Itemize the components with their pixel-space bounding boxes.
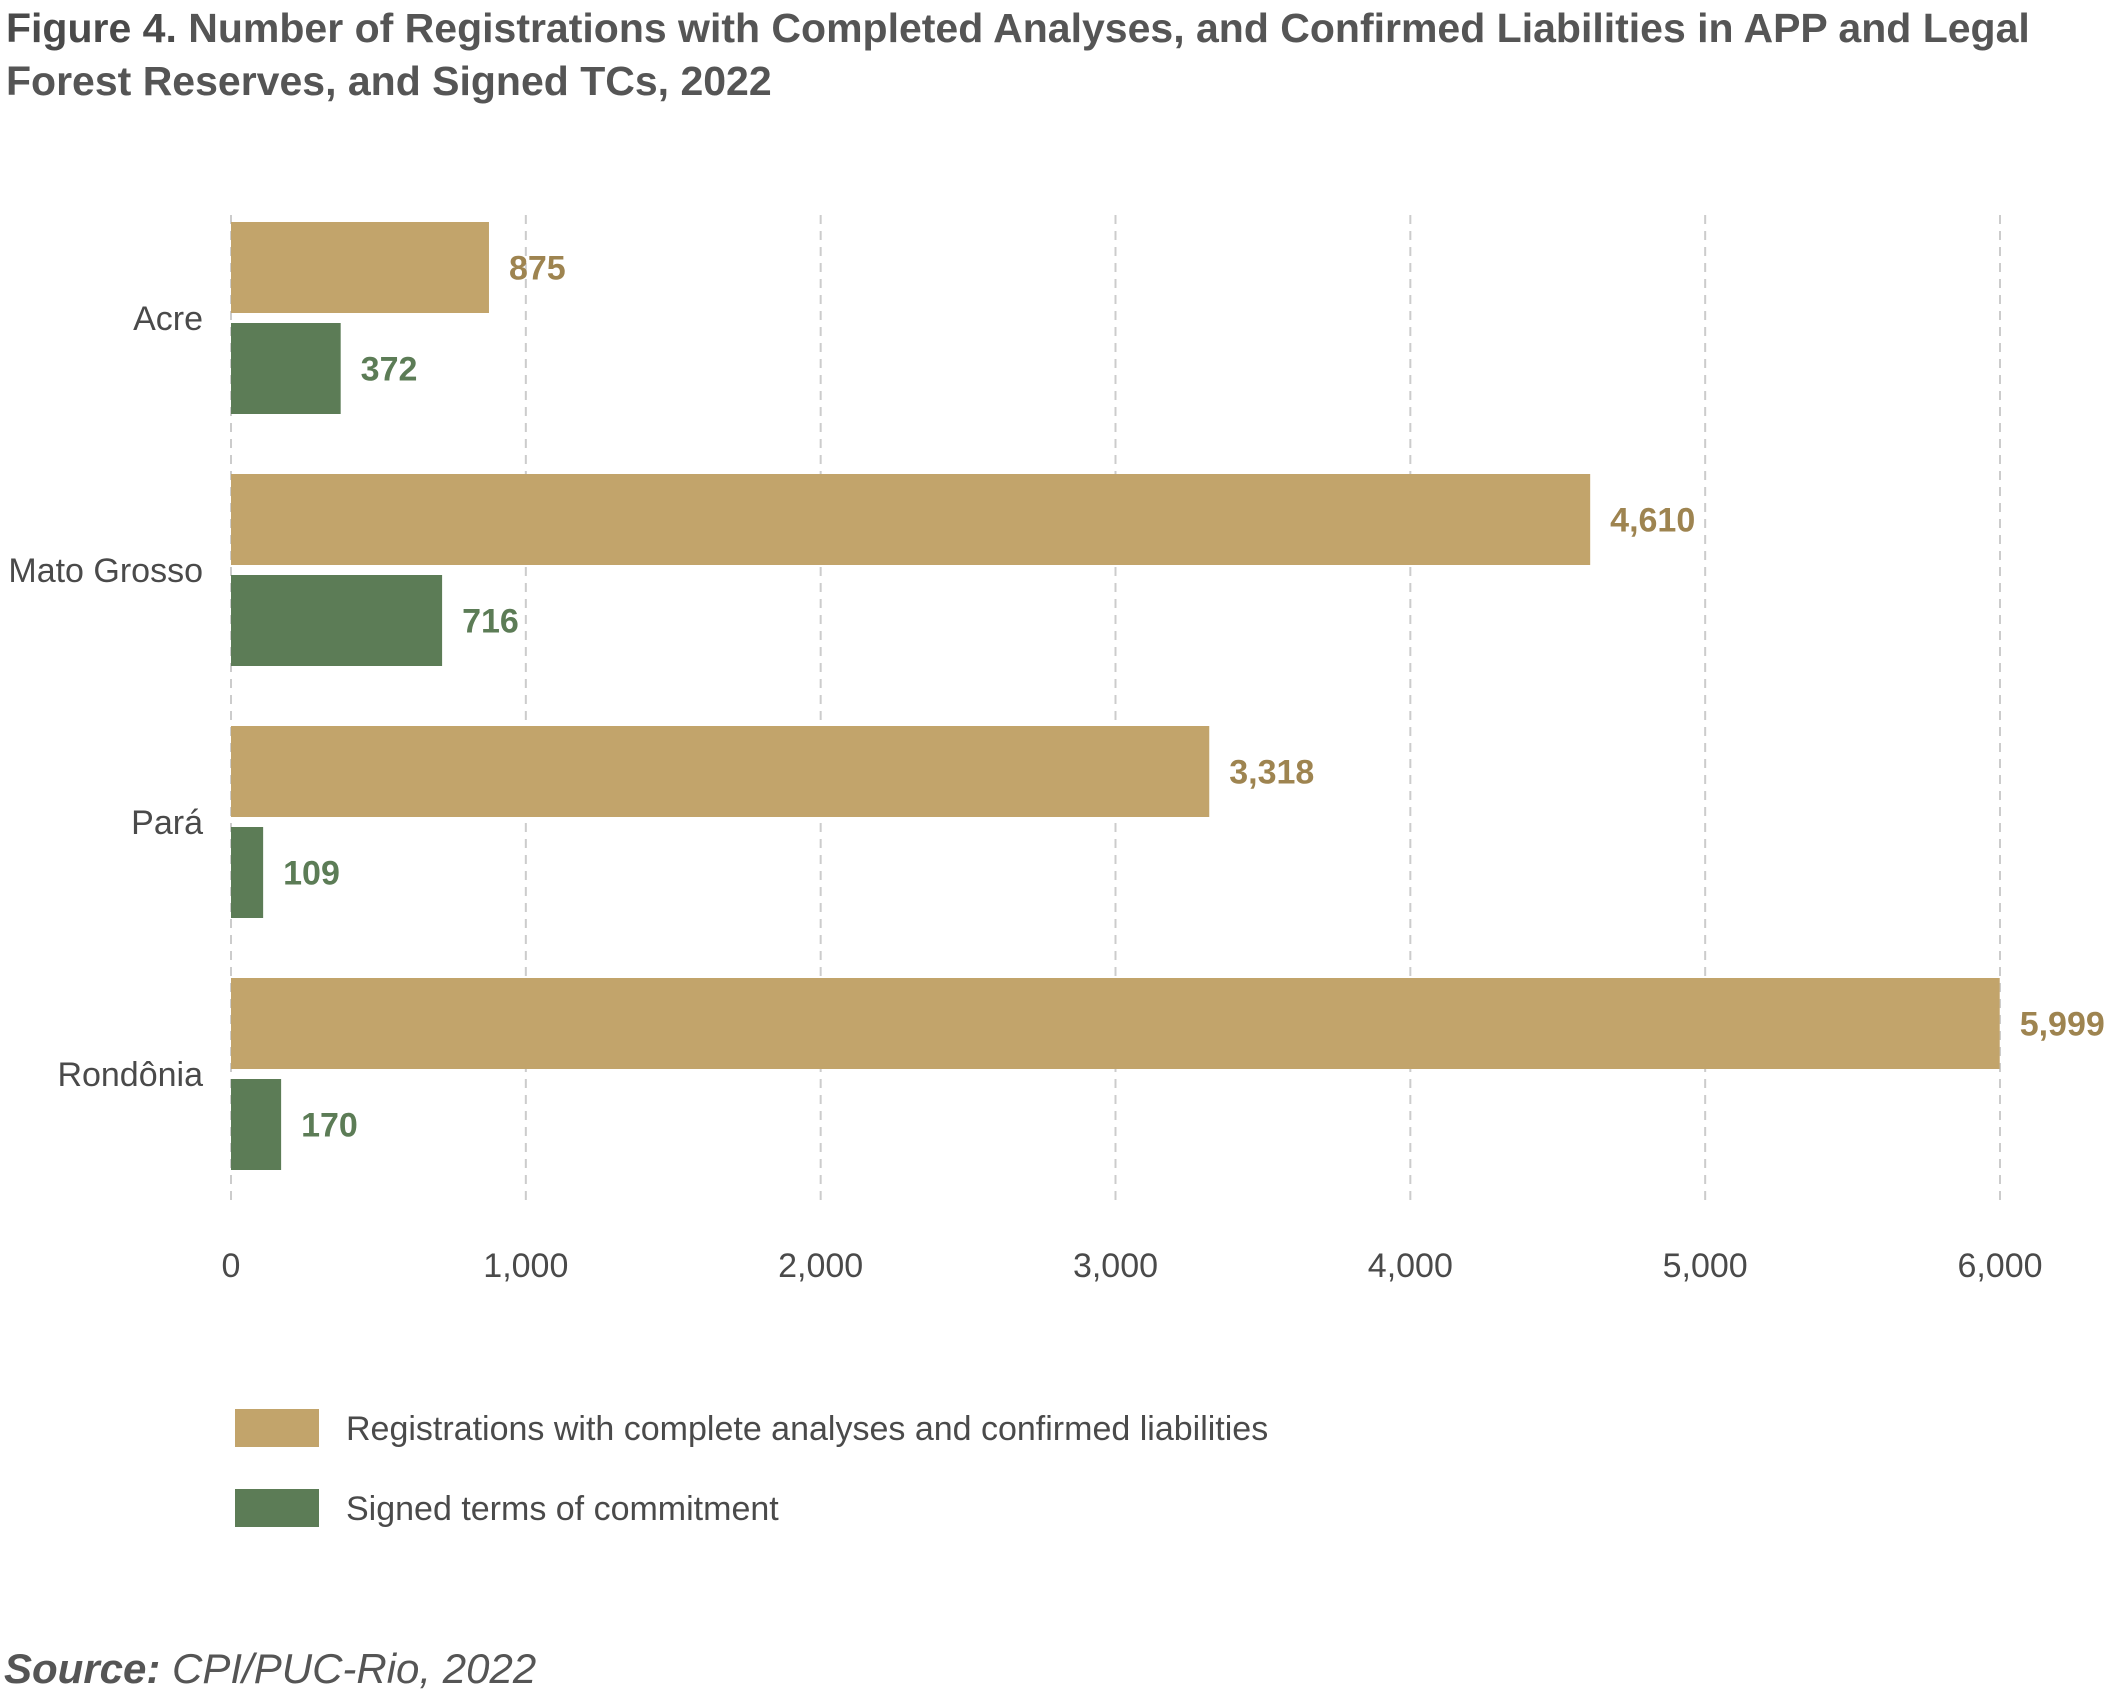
- x-axis-ticks: 0 1,000 2,000 3,000 4,000 5,000 6,000: [222, 1247, 2043, 1285]
- x-tick-label: 6,000: [1957, 1247, 2042, 1285]
- bar-value-label: 372: [361, 351, 418, 389]
- source-text: CPI/PUC-Rio, 2022: [172, 1645, 537, 1692]
- category-label: Pará: [131, 804, 203, 842]
- bar-value-label: 716: [462, 603, 519, 641]
- bar: [231, 474, 1591, 565]
- legend-label: Registrations with complete analyses and…: [346, 1410, 1268, 1448]
- figure-label: Figure 4.: [6, 5, 177, 51]
- legend-label: Signed terms of commitment: [346, 1490, 779, 1528]
- category-label: Rondônia: [57, 1056, 203, 1094]
- category-label: Mato Grosso: [8, 552, 203, 590]
- bar: [231, 575, 443, 666]
- bar-value-label: 4,610: [1610, 502, 1695, 540]
- bar: [231, 323, 341, 414]
- figure-title: Number of Registrations with Completed A…: [6, 5, 2030, 104]
- bar-chart: 875 372 4,610 716 3,318 109 5,999 170 Acre Mato …: [8, 215, 2105, 1528]
- bar: [231, 978, 2000, 1069]
- bar-value-label: 5,999: [2020, 1006, 2105, 1044]
- bars-layer: 875 372 4,610 716 3,318 109 5,999 170: [231, 222, 2105, 1170]
- bar: [231, 222, 489, 313]
- source-note: Source: CPI/PUC-Rio, 2022: [4, 1645, 536, 1693]
- x-tick-label: 5,000: [1663, 1247, 1748, 1285]
- chart-title: Figure 4. Number of Registrations with C…: [6, 2, 2086, 108]
- legend-swatch: [235, 1409, 319, 1447]
- legend-swatch: [235, 1489, 319, 1527]
- source-label: Source:: [4, 1645, 161, 1692]
- bar: [231, 827, 264, 918]
- x-tick-label: 1,000: [483, 1247, 568, 1285]
- x-tick-label: 0: [222, 1247, 241, 1285]
- x-tick-label: 4,000: [1368, 1247, 1453, 1285]
- bar-value-label: 3,318: [1229, 754, 1314, 792]
- bar-value-label: 875: [509, 250, 566, 288]
- bar-value-label: 109: [283, 855, 340, 893]
- bar: [231, 726, 1210, 817]
- category-labels: Acre Mato Grosso Pará Rondônia: [8, 300, 203, 1094]
- category-label: Acre: [133, 300, 203, 338]
- x-tick-label: 2,000: [778, 1247, 863, 1285]
- legend: Registrations with complete analyses and…: [235, 1409, 1268, 1528]
- bar: [231, 1079, 282, 1170]
- x-tick-label: 3,000: [1073, 1247, 1158, 1285]
- bar-value-label: 170: [301, 1107, 358, 1145]
